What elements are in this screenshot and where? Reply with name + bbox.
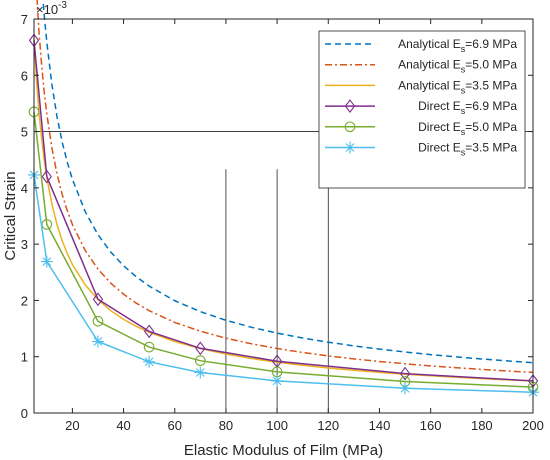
x-tick-label-200: 200	[522, 418, 544, 433]
x-tick-label-100: 100	[266, 418, 288, 433]
x-tick-label-180: 180	[471, 418, 493, 433]
series-5-point-5	[271, 374, 284, 387]
series-line-3	[33, 40, 534, 382]
x-tick-label-40: 40	[116, 418, 130, 433]
y-tick-label-0: 0	[21, 406, 28, 421]
x-tick-label-20: 20	[65, 418, 79, 433]
y-tick-label-2: 2	[21, 293, 28, 308]
y-tick-label-6: 6	[21, 68, 28, 83]
y-tick-label-4: 4	[21, 181, 28, 196]
legend-label-1: Analytical Es=5.0 MPa	[398, 58, 517, 75]
series-5-point-4	[194, 366, 207, 379]
series-5-point-2	[91, 335, 104, 348]
series-3-point-3	[143, 324, 155, 339]
x-axis-label: Elastic Modulus of Film (MPa)	[184, 442, 383, 459]
x-tick-label-80: 80	[219, 418, 233, 433]
legend-box	[318, 30, 526, 189]
series-4-point-3	[143, 341, 155, 353]
axes: 20 40 60 80 100 120 140 160 180 200 0 1 2 3 4 5 6 7	[21, 12, 544, 433]
series-3-point-1	[41, 169, 52, 184]
series-line-4	[33, 111, 534, 388]
series-4-point-2	[92, 315, 104, 327]
series-line-5	[33, 174, 534, 393]
y-tick-label-3: 3	[21, 237, 28, 252]
series-4-point-4	[194, 355, 206, 367]
plot-frame	[33, 18, 534, 414]
x-tick-label-160: 160	[420, 418, 442, 433]
legend-label-5: Direct Es=3.5 MPa	[418, 141, 517, 158]
legend-label-4: Direct Es=5.0 MPa	[418, 120, 517, 137]
series-line-0	[42, 0, 534, 364]
series-line-1	[36, 0, 534, 374]
series-3-point-2	[92, 292, 104, 307]
legend-marker-5	[344, 141, 356, 154]
legend-label-0: Analytical Es=6.9 MPa	[398, 37, 517, 54]
series-5-point-6	[399, 382, 412, 395]
legend: Analytical Es=6.9 MPa Analytical Es=5.0 M…	[318, 30, 526, 189]
y-tick-label-5: 5	[21, 125, 28, 140]
x-tick-label-60: 60	[168, 418, 182, 433]
x-tick-label-140: 140	[369, 418, 391, 433]
x-tick-label-120: 120	[317, 418, 339, 433]
series-3-point-4	[195, 341, 206, 356]
series-3-point-6	[399, 366, 411, 381]
y-exponent-label: ×10-3	[36, 0, 67, 17]
y-tick-label-1: 1	[21, 350, 28, 365]
legend-marker-4	[344, 121, 356, 133]
legend-marker-3	[344, 99, 356, 114]
y-tick-label-7: 7	[21, 12, 28, 27]
legend-label-3: Direct Es=6.9 MPa	[418, 99, 517, 116]
y-axis-label: Critical Strain	[2, 171, 19, 260]
series-5-point-1	[40, 255, 53, 268]
legend-label-2: Analytical Es=3.5 MPa	[398, 78, 517, 95]
series-5-point-3	[143, 355, 156, 368]
series-layer	[28, 0, 539, 399]
